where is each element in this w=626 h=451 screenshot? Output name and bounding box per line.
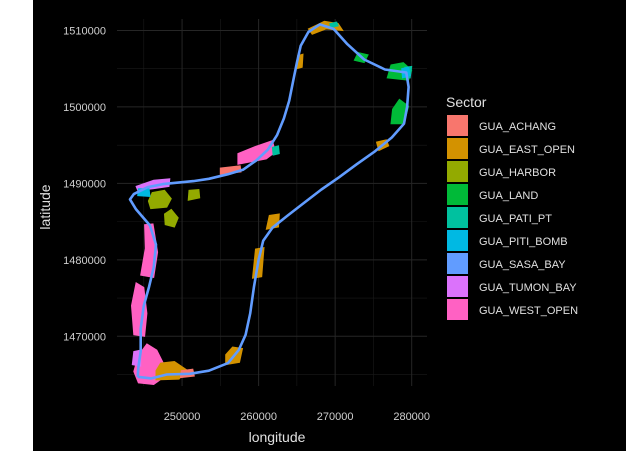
legend-label: GUA_SASA_BAY xyxy=(479,259,566,271)
legend-label: GUA_PITI_BOMB xyxy=(479,236,568,248)
y-tick-label: 1490000 xyxy=(63,178,106,190)
sector-regions xyxy=(129,20,413,386)
region-gua-harbor xyxy=(147,189,172,210)
legend-key-gua-pati-pt xyxy=(447,207,468,228)
legend-key-gua-piti-bomb xyxy=(447,230,468,251)
grid-lines xyxy=(117,19,427,386)
x-axis-title: longitude xyxy=(249,429,306,445)
region-gua-harbor xyxy=(187,188,201,201)
coastline-sasa-bay xyxy=(128,23,410,380)
legend-key-gua-sasa-bay xyxy=(447,253,468,274)
legend-label: GUA_LAND xyxy=(479,190,538,202)
legend-title: Sector xyxy=(446,94,487,110)
region-gua-pati-pt xyxy=(329,21,339,28)
legend-label: GUA_HARBOR xyxy=(479,167,556,179)
legend-label: GUA_EAST_OPEN xyxy=(479,144,575,156)
legend-key-gua-east-open xyxy=(447,138,468,159)
legend-label: GUA_TUMON_BAY xyxy=(479,282,577,294)
legend-key-gua-west-open xyxy=(447,299,468,320)
region-gua-pati-pt xyxy=(271,145,280,156)
x-tick-label: 250000 xyxy=(164,411,201,423)
y-tick-label: 1480000 xyxy=(63,255,106,267)
region-gua-harbor xyxy=(163,208,179,228)
legend: Sector GUA_ACHANG GUA_EAST_OPEN GUA_HARBOR… xyxy=(446,94,578,320)
map-panel xyxy=(33,0,626,451)
x-tick-label: 270000 xyxy=(317,411,354,423)
legend-key-gua-tumon-bay xyxy=(447,276,468,297)
y-tick-label: 1470000 xyxy=(63,331,106,343)
axis-ticks: 250000 260000 270000 280000 1470000 1480000 14… xyxy=(63,25,430,423)
y-tick-label: 1500000 xyxy=(63,102,106,114)
legend-key-gua-achang xyxy=(447,115,468,136)
y-axis-title: latitude xyxy=(37,184,53,229)
x-tick-label: 260000 xyxy=(240,411,277,423)
legend-label: GUA_PATI_PT xyxy=(479,213,552,225)
coastline xyxy=(128,23,410,380)
y-tick-label: 1510000 xyxy=(63,25,106,37)
legend-label: GUA_WEST_OPEN xyxy=(479,305,578,317)
legend-label: GUA_ACHANG xyxy=(479,121,556,133)
x-tick-label: 280000 xyxy=(393,411,430,423)
coastline-overlay xyxy=(129,23,410,379)
legend-key-gua-harbor xyxy=(447,161,468,182)
legend-key-gua-land xyxy=(447,184,468,205)
region-gua-west-open xyxy=(130,282,148,337)
